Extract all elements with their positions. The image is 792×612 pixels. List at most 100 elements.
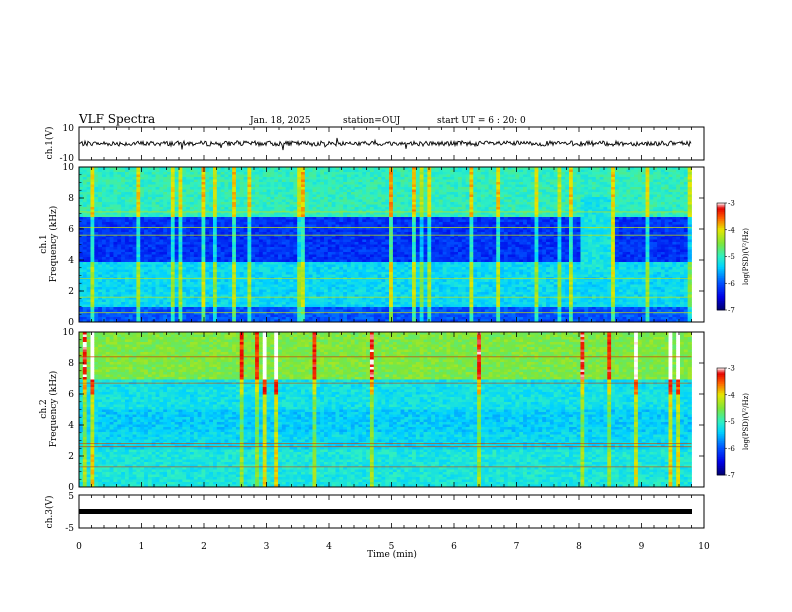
spec-cell	[301, 287, 306, 290]
spec-cell	[197, 257, 202, 260]
spec-cell	[216, 292, 222, 295]
spec-cell	[147, 242, 153, 245]
spec-cell	[170, 207, 176, 210]
spec-cell	[228, 214, 233, 218]
spec-cell	[327, 267, 333, 270]
spec-cell	[316, 299, 321, 303]
spec-cell	[224, 237, 229, 240]
spec-cell	[293, 207, 298, 210]
spec-cell	[327, 199, 333, 203]
spec-cell	[182, 239, 187, 243]
spec-cell	[278, 222, 283, 225]
spec-cell	[239, 214, 245, 218]
spec-cell	[255, 317, 260, 320]
spec-cell	[178, 207, 183, 210]
spec-cell	[327, 309, 333, 313]
spec-cell	[243, 172, 248, 175]
spec-cell	[151, 237, 156, 240]
spec-cell	[132, 257, 137, 260]
spec-cell	[243, 307, 248, 310]
spec-cell	[159, 177, 164, 180]
spec-cell	[350, 314, 356, 318]
spec-cell	[270, 287, 275, 290]
spec-cell	[140, 169, 145, 173]
spec-cell	[159, 279, 164, 283]
spec-cell	[331, 262, 336, 265]
spec-cell	[94, 222, 99, 225]
spec-cell	[190, 172, 195, 175]
spec-cell	[193, 217, 199, 220]
spec-cell	[266, 202, 271, 205]
spec-cell	[124, 269, 130, 273]
spec-cell	[224, 289, 229, 293]
spec-cell	[228, 192, 233, 195]
spec-cell	[105, 267, 111, 270]
spec-cell	[155, 309, 160, 313]
spec-cell	[79, 259, 84, 263]
spec-cell	[212, 284, 218, 288]
spec-cell	[312, 244, 317, 248]
spec-cell	[346, 257, 352, 260]
spec-cell	[124, 252, 130, 255]
spec-cell	[105, 247, 111, 250]
spec-cell	[197, 214, 202, 218]
spec-cell	[98, 222, 103, 225]
spec-cell	[197, 249, 202, 253]
spec-cell	[205, 302, 210, 305]
spec-cell	[258, 194, 264, 198]
spec-cell	[339, 297, 344, 300]
spec-cell	[331, 172, 336, 175]
spec-cell	[278, 244, 283, 248]
spec-cell	[274, 302, 279, 305]
spec-cell	[366, 167, 371, 170]
spec-cell	[316, 207, 321, 210]
spec-cell	[343, 292, 348, 295]
spec-cell	[324, 222, 329, 225]
spec-cell	[339, 267, 344, 270]
spec-cell	[205, 194, 210, 198]
spec-cell	[369, 289, 375, 293]
spec-cell	[220, 174, 225, 178]
spec-cell	[339, 172, 344, 175]
spec-cell	[117, 269, 122, 273]
spec-cell	[366, 199, 371, 203]
spec-cell	[128, 204, 133, 208]
spec-cell	[182, 244, 187, 248]
spec-cell	[140, 254, 145, 258]
spec-cell	[301, 194, 306, 198]
spec-cell	[132, 232, 137, 235]
spec-cell	[278, 304, 283, 308]
spec-cell	[255, 199, 260, 203]
spec-cell	[247, 317, 252, 320]
spec-cell	[121, 307, 126, 310]
spec-cell	[369, 279, 375, 283]
spec-cell	[216, 279, 222, 283]
spec-cell	[308, 167, 313, 170]
spec-cell	[190, 247, 195, 250]
spec-cell	[232, 274, 237, 278]
spec-cell	[216, 174, 222, 178]
spec-cell	[350, 317, 356, 320]
spec-cell	[324, 197, 329, 200]
spec-cell	[258, 284, 264, 288]
spec-cell	[278, 299, 283, 303]
spec-cell	[358, 257, 363, 260]
spec-cell	[266, 204, 271, 208]
spec-cell	[174, 287, 179, 290]
spec-cell	[289, 247, 294, 250]
spec-cell	[155, 229, 160, 233]
spec-cell	[212, 167, 218, 170]
spec-cell	[335, 229, 340, 233]
spec-cell	[289, 274, 294, 278]
spec-cell	[335, 179, 340, 183]
spec-cell	[163, 304, 168, 308]
spec-cell	[132, 214, 137, 218]
spec-cell	[362, 237, 367, 240]
spec-cell	[369, 217, 375, 220]
spec-cell	[201, 179, 206, 183]
spec-cell	[289, 169, 294, 173]
spec-cell	[339, 254, 344, 258]
spec-cell	[316, 309, 321, 313]
spec-cell	[266, 279, 271, 283]
spec-cell	[182, 172, 187, 175]
